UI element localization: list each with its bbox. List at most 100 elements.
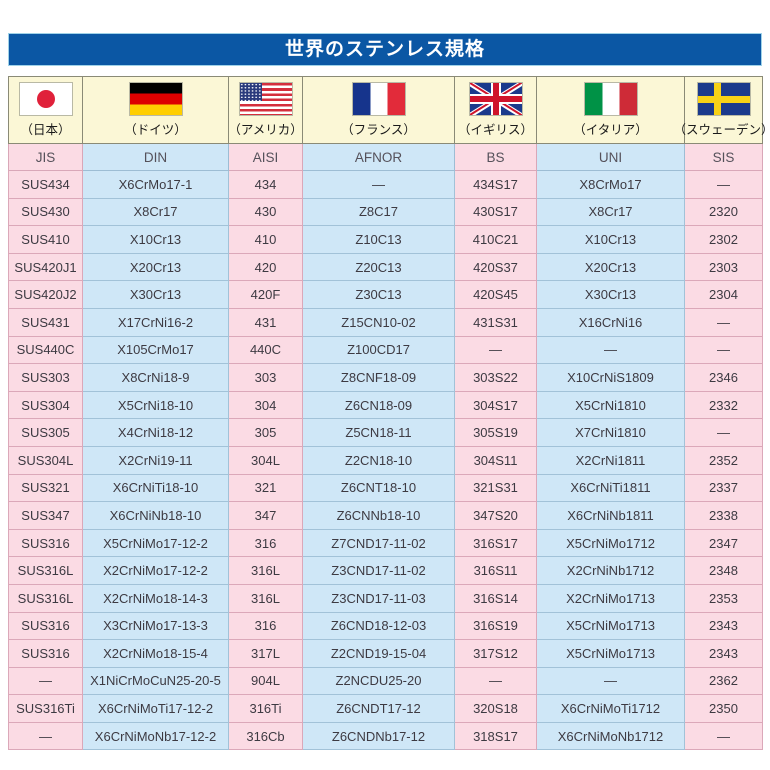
country-label: （イギリス） <box>457 123 533 137</box>
cell-afnor: Z2CN18-10 <box>302 445 455 475</box>
cell-bs: 305S19 <box>454 418 537 447</box>
cell-bs: 316S19 <box>454 611 537 641</box>
cell-aisi: 316 <box>228 611 303 641</box>
cell-aisi: 304L <box>228 445 303 475</box>
cell-jis: SUS431 <box>8 307 83 337</box>
cell-bs: 318S17 <box>454 721 537 751</box>
cell-uni: X8CrMo17 <box>536 170 685 199</box>
cell-afnor: Z5CN18-11 <box>302 418 455 447</box>
country-label: （イタリア） <box>573 123 648 137</box>
standard-name-afnor: AFNOR <box>302 143 455 171</box>
cell-bs: 410C21 <box>454 225 537 254</box>
cell-afnor: Z10C13 <box>302 225 455 254</box>
cell-jis: SUS430 <box>8 197 83 227</box>
cell-din: X6CrMo17-1 <box>82 170 229 199</box>
cell-uni: X2CrNiNb1712 <box>536 556 685 585</box>
cell-sis: — <box>684 335 763 365</box>
cell-aisi: 316L <box>228 583 303 613</box>
cell-din: X2CrNiMo17-12-2 <box>82 556 229 585</box>
cell-uni: X20Cr13 <box>536 252 685 282</box>
standard-name-uni: UNI <box>536 143 685 171</box>
cell-aisi: 420 <box>228 252 303 282</box>
cell-afnor: Z15CN10-02 <box>302 307 455 337</box>
cell-aisi: 904L <box>228 666 303 696</box>
cell-bs: 317S12 <box>454 639 537 668</box>
cell-jis: SUS316L <box>8 583 83 613</box>
table-row: SUS316Ti X6CrNiMoTi17-12-2 316Ti Z6CNDT17-1… <box>8 694 763 723</box>
cell-sis: 2337 <box>684 473 763 503</box>
cell-jis: SUS316 <box>8 528 83 558</box>
cell-uni: — <box>536 666 685 696</box>
table-row: SUS316L X2CrNiMo17-12-2 316L Z3CND17-11-02 3… <box>8 556 763 585</box>
flag-header-cell-din: （ドイツ） <box>82 76 229 144</box>
cell-jis: SUS316Ti <box>8 694 83 723</box>
cell-din: X5CrNi18-10 <box>82 390 229 420</box>
cell-sis: 2348 <box>684 556 763 585</box>
cell-afnor: Z6CN18-09 <box>302 390 455 420</box>
cell-jis: SUS347 <box>8 501 83 530</box>
page-title: 世界のステンレス規格 <box>284 39 485 60</box>
cell-sis: 2320 <box>684 197 763 227</box>
country-label: （日本） <box>20 123 71 137</box>
cell-aisi: 304 <box>228 390 303 420</box>
cell-sis: 2302 <box>684 225 763 254</box>
de-flag-icon <box>128 82 183 116</box>
table-row: SUS434 X6CrMo17-1 434—434S17 X8CrMo17— <box>8 170 763 199</box>
cell-sis: 2362 <box>684 666 763 696</box>
cell-jis: SUS304L <box>8 445 83 475</box>
cell-din: X5CrNiMo17-12-2 <box>82 528 229 558</box>
cell-afnor: Z2NCDU25-20 <box>302 666 455 696</box>
cell-din: X8Cr17 <box>82 197 229 227</box>
cell-bs: 320S18 <box>454 694 537 723</box>
cell-afnor: Z6CNDT17-12 <box>302 694 455 723</box>
cell-din: X3CrNiMo17-13-3 <box>82 611 229 641</box>
table-row: SUS303 X8CrNi18-9 303 Z8CNF18-09 303S22 X10Cr… <box>8 363 763 392</box>
table-row: SUS430 X8Cr17 430 Z8C17 430S17 X8Cr17 2320 <box>8 197 763 227</box>
cell-afnor: Z3CND17-11-02 <box>302 556 455 585</box>
cell-bs: 316S17 <box>454 528 537 558</box>
cell-jis: SUS316 <box>8 639 83 668</box>
cell-din: X4CrNi18-12 <box>82 418 229 447</box>
se-flag-icon <box>696 82 751 116</box>
cell-uni: X5CrNi1810 <box>536 390 685 420</box>
cell-jis: SUS434 <box>8 170 83 199</box>
cell-jis: SUS305 <box>8 418 83 447</box>
cell-afnor: Z100CD17 <box>302 335 455 365</box>
table-row: SUS410 X10Cr13 410 Z10C13 410C21 X10Cr13 2302 <box>8 225 763 254</box>
cell-bs: 316S14 <box>454 583 537 613</box>
cell-din: X6CrNiMoTi17-12-2 <box>82 694 229 723</box>
cell-afnor: Z3CND17-11-03 <box>302 583 455 613</box>
cell-uni: X6CrNiNb1811 <box>536 501 685 530</box>
cell-uni: — <box>536 335 685 365</box>
cell-jis: SUS316 <box>8 611 83 641</box>
cell-uni: X6CrNiMoTi1712 <box>536 694 685 723</box>
cell-din: X8CrNi18-9 <box>82 363 229 392</box>
cell-bs: 347S20 <box>454 501 537 530</box>
cell-sis: 2338 <box>684 501 763 530</box>
table-row: — X1NiCrMoCuN25-20-5 904L Z2NCDU25-20— —2362 <box>8 666 763 696</box>
country-label: （ドイツ） <box>124 123 187 137</box>
standard-name-aisi: AISI <box>228 143 303 171</box>
cell-din: X17CrNi16-2 <box>82 307 229 337</box>
cell-bs: 316S11 <box>454 556 537 585</box>
flag-header-cell-sis: （スウェーデン） <box>674 76 770 144</box>
cell-din: X20Cr13 <box>82 252 229 282</box>
cell-aisi: 321 <box>228 473 303 503</box>
cell-sis: 2304 <box>684 280 763 309</box>
cell-uni: X7CrNi1810 <box>536 418 685 447</box>
cell-afnor: Z6CND18-12-03 <box>302 611 455 641</box>
cell-aisi: 316L <box>228 556 303 585</box>
cell-bs: — <box>454 335 537 365</box>
cell-aisi: 434 <box>228 170 303 199</box>
cell-aisi: 410 <box>228 225 303 254</box>
cell-jis: SUS420J2 <box>8 280 83 309</box>
cell-bs: 303S22 <box>454 363 537 392</box>
standard-name-row: JIS DIN AISI AFNOR BS UNI SIS <box>8 143 763 171</box>
table-row: SUS305 X4CrNi18-12 305 Z5CN18-11 305S19 X7CrN… <box>8 418 763 447</box>
cell-jis: — <box>8 666 83 696</box>
cell-uni: X6CrNiMoNb1712 <box>536 721 685 751</box>
cell-sis: — <box>684 418 763 447</box>
flag-header-cell-bs: （イギリス） <box>454 76 537 144</box>
cell-jis: SUS304 <box>8 390 83 420</box>
